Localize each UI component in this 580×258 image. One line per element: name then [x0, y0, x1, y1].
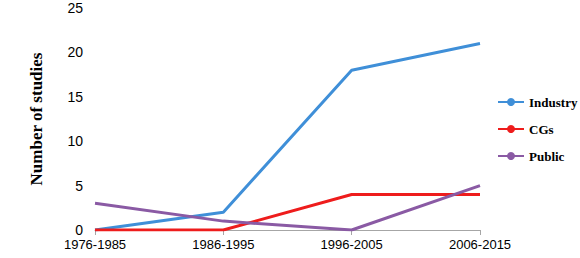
svg-text:20: 20	[67, 44, 83, 60]
svg-text:15: 15	[67, 89, 83, 105]
svg-text:25: 25	[67, 0, 83, 16]
svg-text:Number of studies: Number of studies	[27, 52, 46, 185]
svg-text:1976-1985: 1976-1985	[64, 237, 126, 252]
svg-text:Industry: Industry	[529, 95, 578, 110]
svg-text:2006-2015: 2006-2015	[449, 237, 511, 252]
svg-text:10: 10	[67, 133, 83, 149]
svg-text:1986-1995: 1986-1995	[192, 237, 254, 252]
svg-text:5: 5	[75, 178, 83, 194]
svg-text:CGs: CGs	[529, 122, 554, 137]
svg-text:0: 0	[75, 222, 83, 238]
svg-text:1996-2005: 1996-2005	[321, 237, 383, 252]
svg-text:Public: Public	[529, 149, 565, 164]
